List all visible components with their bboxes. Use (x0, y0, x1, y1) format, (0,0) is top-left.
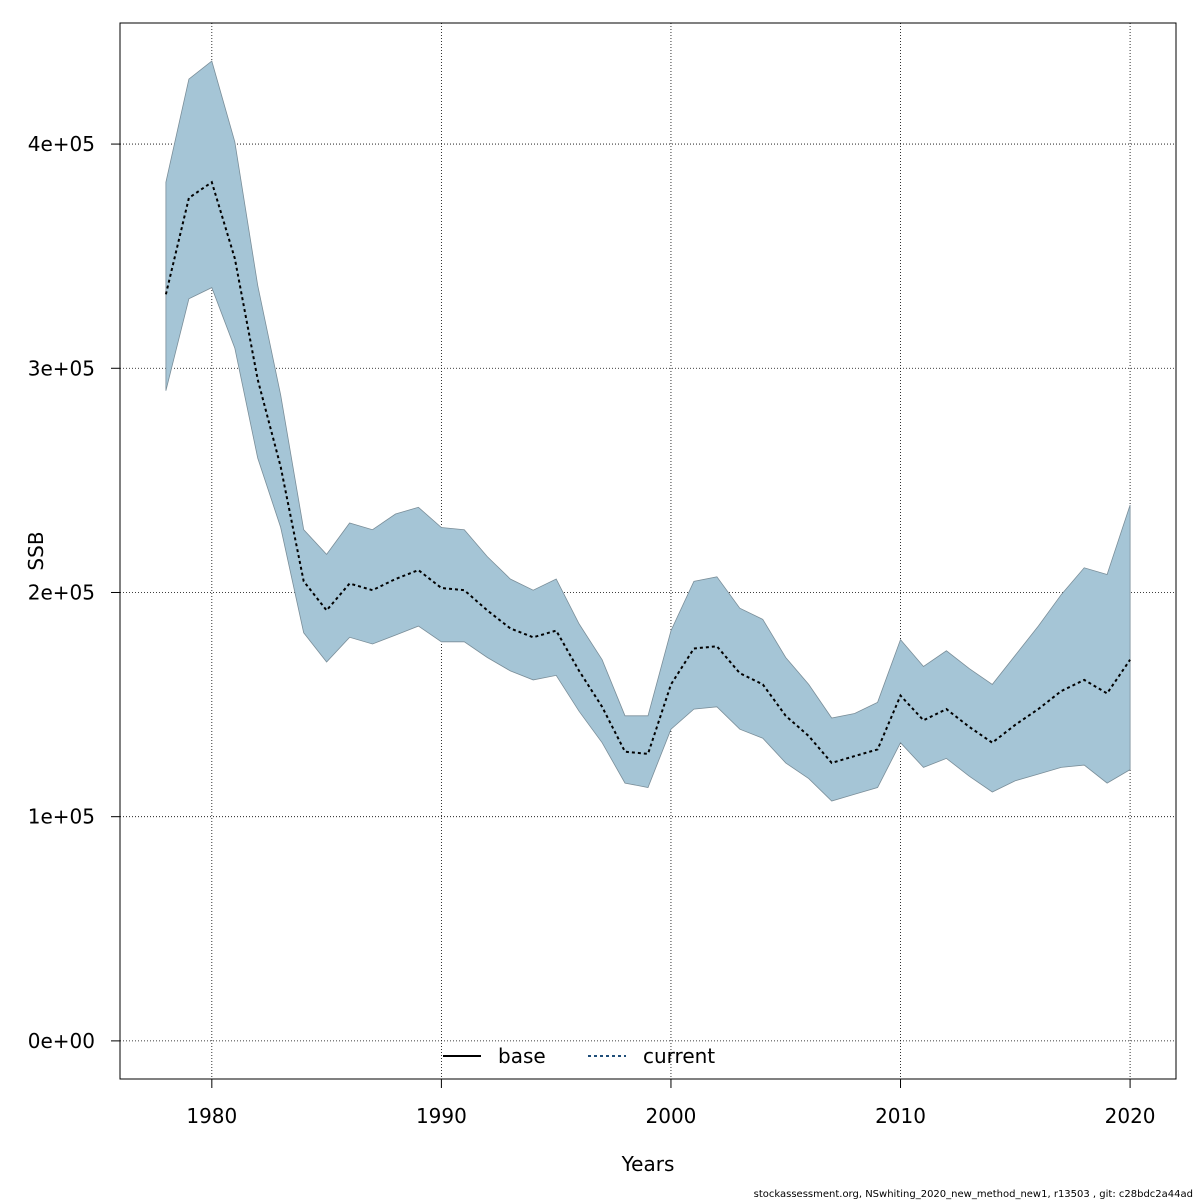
y-tick-label: 3e+05 (28, 356, 95, 380)
footer-credit: stockassessment.org, NSwhiting_2020_new_… (754, 1189, 1193, 1200)
y-tick-label: 1e+05 (28, 805, 95, 829)
x-tick-label: 2010 (875, 1104, 926, 1128)
x-tick-label: 2020 (1105, 1104, 1156, 1128)
legend-label-base: base (498, 1044, 546, 1068)
legend-label-current: current (643, 1044, 715, 1068)
confidence-band (165, 60, 1131, 802)
series-line-current (164, 180, 1131, 765)
x-axis: 1980 1990 2000 2010 2020 (186, 1079, 1156, 1128)
y-axis-title: SSB (24, 531, 48, 570)
y-axis: 0e+00 1e+05 2e+05 3e+05 4e+05 (28, 132, 120, 1053)
x-tick-label: 2000 (646, 1104, 697, 1128)
y-tick-label: 0e+00 (28, 1029, 95, 1053)
x-tick-label: 1990 (416, 1104, 467, 1128)
plot-frame (119, 22, 1177, 1080)
grid (120, 23, 1176, 1079)
x-tick-label: 1980 (186, 1104, 237, 1128)
x-axis-title: Years (621, 1152, 675, 1176)
y-tick-label: 2e+05 (28, 580, 95, 604)
y-tick-label: 4e+05 (28, 132, 95, 156)
legend: base current (443, 1044, 715, 1068)
